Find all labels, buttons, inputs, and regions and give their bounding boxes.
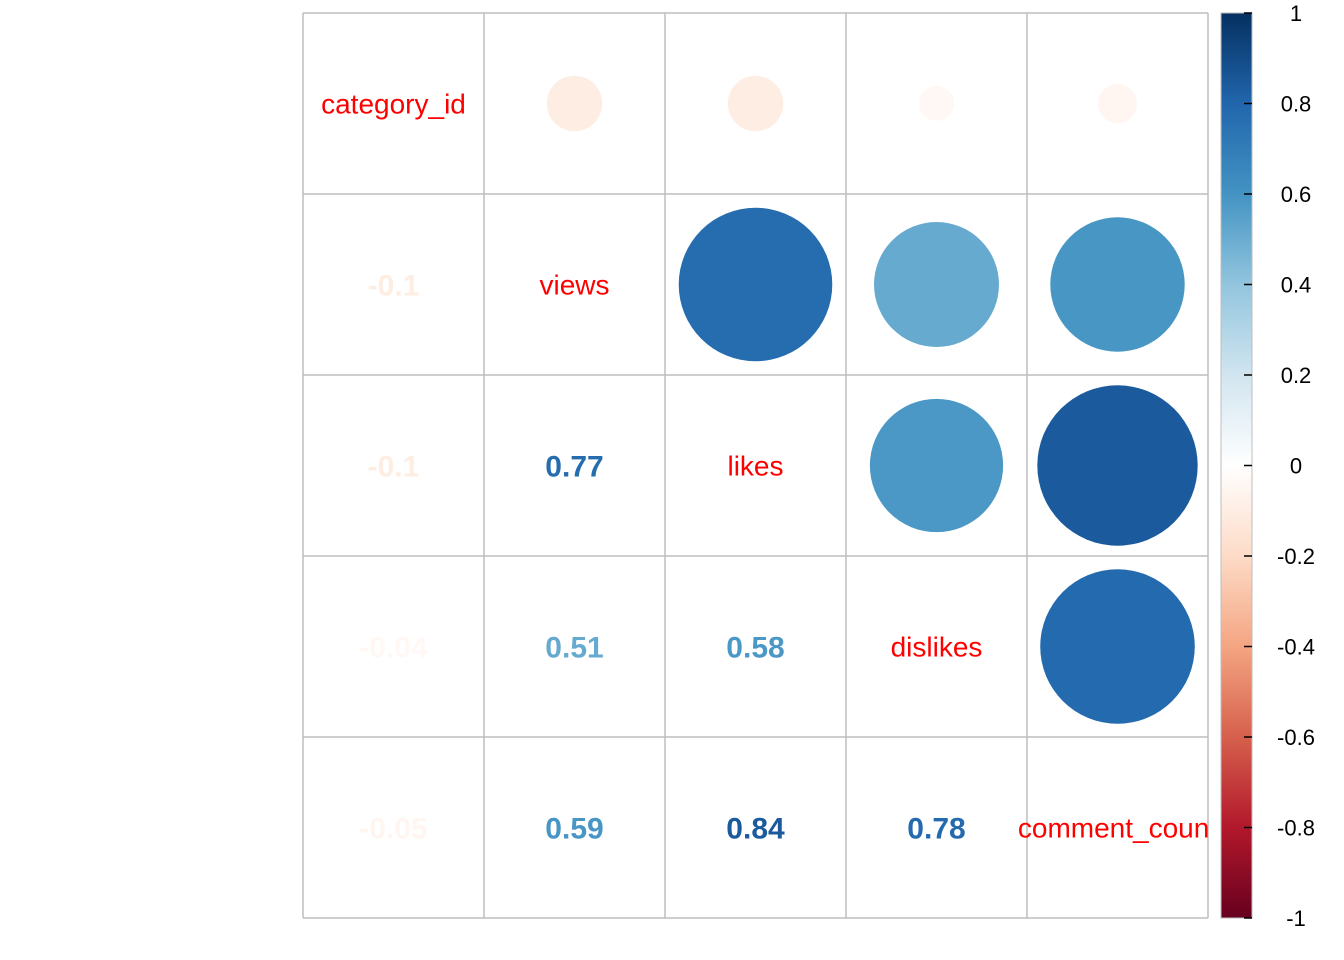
diagonal-label-views: views <box>539 270 609 301</box>
corr-value-dislikes-likes: 0.58 <box>726 632 784 665</box>
colorbar-tick-label: -0.4 <box>1277 635 1315 660</box>
corr-value-comment-count-likes: 0.84 <box>726 813 785 846</box>
corr-circle-category-id-likes <box>727 75 784 132</box>
colorbar-tick-label: 0 <box>1290 454 1302 479</box>
colorbar-tick-label: 0.4 <box>1281 273 1312 298</box>
corr-circle-category-id-views <box>546 75 603 132</box>
corr-circle-category-id-dislikes <box>919 86 954 121</box>
colorbar-tick-label: 1 <box>1290 1 1302 26</box>
colorbar-tick-label: 0.6 <box>1281 182 1312 207</box>
colorbar-tick-label: -0.2 <box>1277 544 1315 569</box>
diagonal-label-category-id: category_id <box>321 89 466 120</box>
corr-value-dislikes-category-id: -0.04 <box>359 632 428 665</box>
corr-value-views-category-id: -0.1 <box>368 270 420 303</box>
corr-value-comment-count-views: 0.59 <box>545 813 603 846</box>
corr-value-likes-category-id: -0.1 <box>368 451 420 484</box>
diagonal-label-dislikes: dislikes <box>891 632 983 663</box>
corr-value-likes-views: 0.77 <box>545 451 603 484</box>
corr-circle-views-comment-count <box>1050 217 1185 352</box>
diagonal-label-likes: likes <box>727 451 783 482</box>
corr-circle-likes-comment-count <box>1037 385 1198 546</box>
corr-value-comment-count-dislikes: 0.78 <box>907 813 965 846</box>
corr-circle-likes-dislikes <box>869 398 1004 533</box>
colorbar-tick-label: 0.8 <box>1281 92 1312 117</box>
corr-value-comment-count-category-id: -0.05 <box>359 813 427 846</box>
diagonal-label-comment-count: comment_count <box>1018 813 1217 844</box>
colorbar-tick-label: -0.6 <box>1277 725 1315 750</box>
corr-value-dislikes-views: 0.51 <box>545 632 603 665</box>
colorbar-tick-label: -1 <box>1286 906 1306 931</box>
matrix-grid <box>302 12 1209 919</box>
colorbar: 1 0.8 0.6 0.4 0.2 0 -0.2 -0.4 -0.6 -0.8 -1 <box>1220 1 1315 931</box>
corr-circle-dislikes-comment-count <box>1040 569 1195 724</box>
corr-circle-category-id-comment-count <box>1097 83 1138 124</box>
corr-circle-views-dislikes <box>874 222 999 347</box>
colorbar-tick-label: 0.2 <box>1281 363 1312 388</box>
colorbar-tick-label: -0.8 <box>1277 816 1315 841</box>
corr-circle-views-likes <box>678 207 833 362</box>
